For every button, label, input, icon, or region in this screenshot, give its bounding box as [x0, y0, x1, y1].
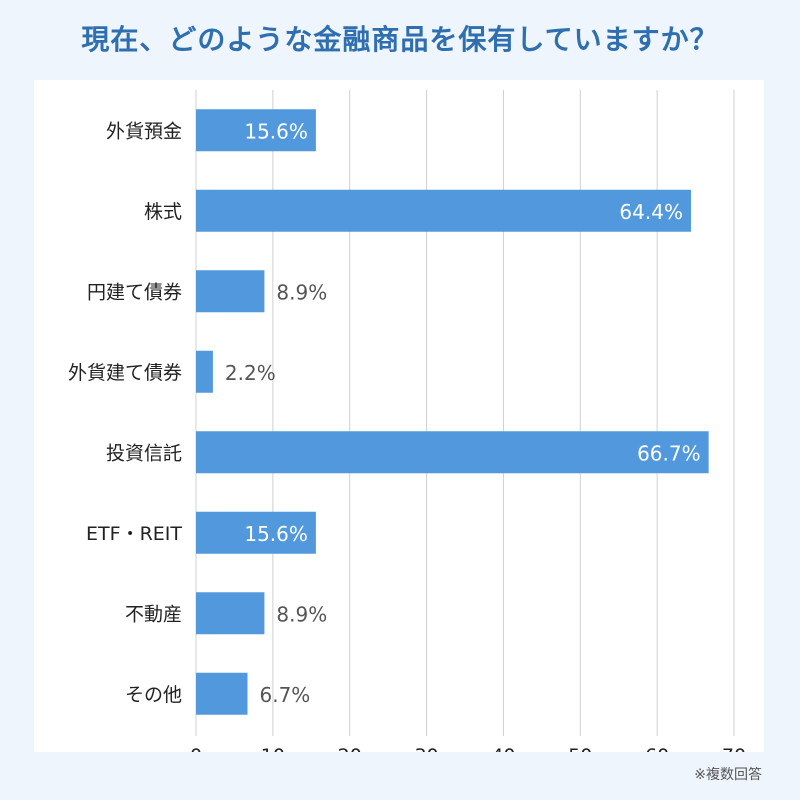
x-tick-label: 0: [190, 745, 202, 752]
category-label: 外貨預金: [106, 120, 182, 142]
bar: [196, 270, 265, 313]
value-label: 66.7%: [637, 441, 701, 465]
page-title: 現在、どのような金融商品を保有していますか？: [81, 23, 719, 56]
value-label: 64.4%: [619, 200, 683, 224]
category-label: 外貨建て債券: [68, 362, 182, 384]
footnote: ※複数回答: [694, 767, 762, 783]
category-label: 不動産: [125, 603, 182, 625]
value-label: 15.6%: [244, 522, 308, 546]
bar: [196, 592, 265, 635]
bar-chart: 外貨預金 15.6% 株式 64.4% 円建て債券 8.9% 外貨建て債券 2.2% 投資信託 6…: [68, 90, 746, 752]
bar: [196, 431, 709, 474]
category-label: 円建て債券: [87, 281, 182, 303]
bar: [196, 511, 316, 554]
category-label: 株式: [144, 201, 182, 223]
bar: [196, 350, 213, 393]
bar: [196, 189, 691, 232]
bar: [196, 109, 316, 152]
bar: [196, 672, 248, 715]
category-label: その他: [125, 684, 182, 706]
value-label: 8.9%: [276, 602, 327, 626]
value-label: 8.9%: [276, 280, 327, 304]
x-tick-label: 30: [414, 745, 438, 752]
x-tick-label: 70: [722, 745, 746, 752]
category-label: 投資信託: [106, 442, 182, 464]
chart-panel: 外貨預金 15.6% 株式 64.4% 円建て債券 8.9% 外貨建て債券 2.2% 投資信託 6…: [34, 80, 764, 752]
x-tick-label: 50: [568, 745, 592, 752]
x-tick-label: 10: [261, 745, 285, 752]
x-tick-label: 60: [645, 745, 669, 752]
value-label: 15.6%: [244, 119, 308, 143]
value-label: 2.2%: [225, 361, 276, 385]
x-tick-label: 40: [491, 745, 515, 752]
category-label: ETF・REIT: [86, 523, 182, 545]
x-tick-label: 20: [338, 745, 362, 752]
value-label: 6.7%: [259, 683, 310, 707]
